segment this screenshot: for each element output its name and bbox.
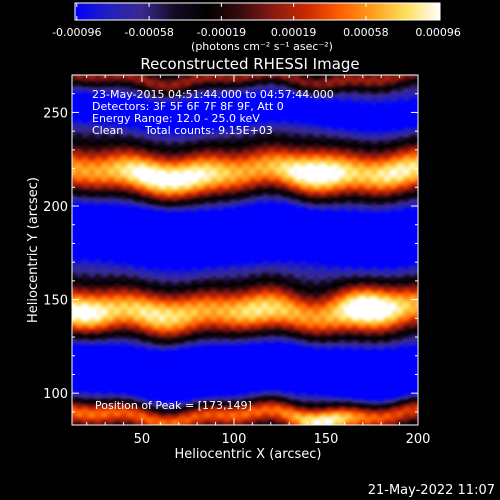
colorbar-tick-label: 0.00019 — [271, 26, 317, 39]
footer-timestamp: 21-May-2022 11:07 — [368, 483, 495, 498]
y-tick-label: 150 — [43, 294, 68, 309]
x-tick-label: 100 — [222, 432, 247, 447]
info-energy-range: Energy Range: 12.0 - 25.0 keV — [92, 112, 260, 125]
x-tick-label: 50 — [134, 432, 151, 447]
colorbar: -0.00096 -0.00058 -0.00019 0.00019 0.00058 0.… — [52, 2, 461, 53]
y-tick-label: 250 — [43, 106, 68, 121]
info-total-counts: Total counts: 9.15E+03 — [144, 124, 273, 137]
colorbar-tick-label: 0.00058 — [343, 26, 389, 39]
colorbar-frame — [74, 2, 441, 21]
colorbar-tick-label: -0.00019 — [197, 26, 246, 39]
y-tick-label: 200 — [43, 200, 68, 215]
y-tick-label: 100 — [43, 387, 68, 402]
x-tick-label: 200 — [406, 432, 431, 447]
info-time-range: 23-May-2015 04:51:44.000 to 04:57:44.000 — [92, 88, 334, 101]
y-axis-label: Heliocentric Y (arcsec) — [26, 177, 41, 323]
heatmap-image — [72, 75, 418, 425]
colorbar-tick-label: -0.00096 — [52, 26, 101, 39]
info-detectors: Detectors: 3F 5F 6F 7F 8F 9F, Att 0 — [92, 100, 284, 113]
chart-title: Reconstructed RHESSI Image — [140, 55, 359, 73]
x-axis-label: Heliocentric X (arcsec) — [175, 447, 322, 462]
colorbar-gradient — [75, 3, 440, 20]
x-tick-label: 150 — [314, 432, 339, 447]
info-algorithm: Clean — [92, 124, 123, 137]
heatmap-panel: 50 100 150 200 100 150 200 250 — [43, 74, 431, 447]
peak-position: Position of Peak = [173,149] — [95, 399, 252, 412]
colorbar-tick-label: -0.00058 — [124, 26, 173, 39]
plot-frame — [71, 74, 419, 426]
colorbar-tick-label: 0.00096 — [415, 26, 461, 39]
colorbar-unit: (photons cm⁻² s⁻¹ asec⁻²) — [191, 40, 333, 53]
